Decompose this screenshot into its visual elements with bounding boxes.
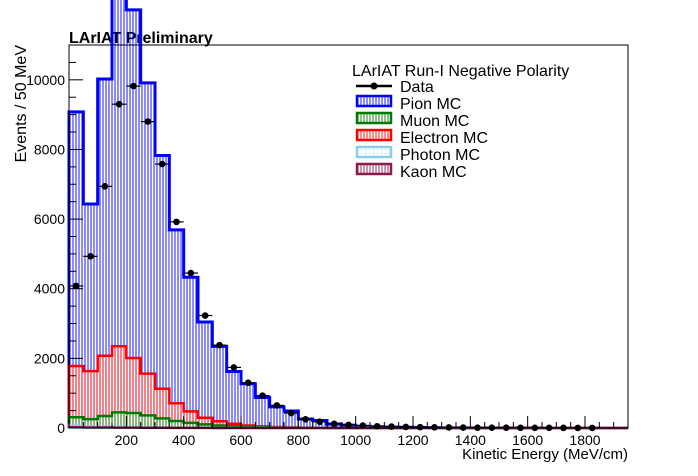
legend-label-kaon: Kaon MC xyxy=(400,164,467,181)
x-tick-label: 800 xyxy=(287,432,311,448)
legend-label-pion: Pion MC xyxy=(400,96,461,113)
legend-label-electron: Electron MC xyxy=(400,130,488,147)
y-axis: 0 2000 4000 6000 8000 10000 xyxy=(26,44,83,436)
electron-bar xyxy=(112,346,127,428)
data-point xyxy=(72,282,80,290)
pion-bar xyxy=(241,383,256,428)
pion-bar xyxy=(140,82,155,429)
pion-bar xyxy=(212,346,227,428)
electron-bar xyxy=(198,417,213,428)
muon-bar xyxy=(97,415,112,428)
y-tick-label: 2000 xyxy=(34,350,65,366)
x-tick-label: 1200 xyxy=(397,432,428,448)
y-tick-label: 0 xyxy=(57,420,65,436)
pion-bar xyxy=(284,411,299,428)
pion-bar xyxy=(97,78,112,428)
legend-entry-pion: Pion MC xyxy=(355,94,461,113)
pion-bar xyxy=(183,277,198,428)
pion-bar xyxy=(226,371,241,428)
data-point xyxy=(201,312,209,319)
legend-entry-photon: Photon MC xyxy=(355,145,480,164)
data-point xyxy=(373,422,381,430)
data-point xyxy=(173,218,180,226)
plot-area xyxy=(67,0,628,432)
data-point xyxy=(187,269,195,277)
data-point xyxy=(273,402,281,409)
electron-bar xyxy=(97,355,112,428)
x-axis-label: Kinetic Energy (MeV/cm) xyxy=(462,446,628,463)
data-point xyxy=(230,364,238,371)
pion-bar xyxy=(255,397,270,428)
x-axis: 200 400 600 800 1000 1200 1400 1600 1800 xyxy=(68,416,629,448)
data-point xyxy=(316,418,324,426)
y-tick-label: 10000 xyxy=(26,72,65,88)
legend-label-photon: Photon MC xyxy=(400,147,480,164)
muon-bar xyxy=(140,415,155,428)
y-axis-label: Events / 50 MeV xyxy=(13,45,30,163)
pion-bar xyxy=(126,9,141,428)
x-tick-label: 1400 xyxy=(455,432,486,448)
data-point xyxy=(402,423,410,431)
legend-entry-electron: Electron MC xyxy=(355,128,488,147)
x-tick-label: 1600 xyxy=(512,432,543,448)
x-tick-label: 600 xyxy=(229,432,253,448)
x-tick-label: 400 xyxy=(172,432,196,448)
muon-bar xyxy=(198,424,213,428)
data-points xyxy=(69,82,600,432)
data-point xyxy=(302,415,309,423)
data-point xyxy=(287,409,295,417)
data-point xyxy=(244,379,252,387)
muon-bar xyxy=(183,422,198,428)
electron-bar xyxy=(126,358,141,428)
muon-bar xyxy=(83,419,98,428)
electron-bar xyxy=(69,366,84,428)
x-tick-label: 200 xyxy=(115,432,139,448)
pion-bar xyxy=(155,155,170,428)
data-point xyxy=(158,160,166,168)
data-point xyxy=(330,420,338,428)
muon-bar xyxy=(126,413,141,428)
muon-bar xyxy=(169,420,184,428)
legend-label-data: Data xyxy=(400,79,434,96)
electron-bar xyxy=(83,371,98,428)
data-point xyxy=(87,253,94,260)
pion-bar xyxy=(69,111,84,429)
legend-entry-data: Data xyxy=(356,79,434,96)
legend-entry-kaon: Kaon MC xyxy=(355,162,467,181)
data-point xyxy=(259,392,266,399)
pion-bar xyxy=(112,0,127,428)
legend-label-muon: Muon MC xyxy=(400,113,469,130)
y-tick-label: 6000 xyxy=(34,211,65,227)
muon-bar xyxy=(112,412,127,428)
muon-bar xyxy=(69,417,84,428)
muon-bar xyxy=(155,418,170,428)
data-point xyxy=(130,82,137,90)
x-tick-label: 1000 xyxy=(340,432,371,448)
data-point xyxy=(359,422,367,429)
pion-bar xyxy=(298,418,313,428)
data-point xyxy=(388,423,395,430)
data-point xyxy=(144,118,152,125)
data-point xyxy=(345,421,352,429)
pion-bar xyxy=(198,321,213,428)
data-point xyxy=(115,100,123,108)
legend: LArIAT Run-I Negative Polarity Data Pion… xyxy=(352,63,569,181)
y-tick-label: 4000 xyxy=(34,281,65,297)
data-point xyxy=(101,183,109,190)
data-point xyxy=(216,341,223,349)
legend-title: LArIAT Run-I Negative Polarity xyxy=(352,63,569,80)
pion-mc-layer xyxy=(67,0,628,430)
data-point xyxy=(416,423,424,431)
pion-bar xyxy=(169,229,184,428)
data-point xyxy=(445,424,453,431)
y-tick-label: 8000 xyxy=(34,141,65,157)
pion-bar xyxy=(269,406,284,428)
legend-entry-muon: Muon MC xyxy=(355,111,469,130)
x-tick-label: 1800 xyxy=(569,432,600,448)
data-point xyxy=(431,424,438,431)
